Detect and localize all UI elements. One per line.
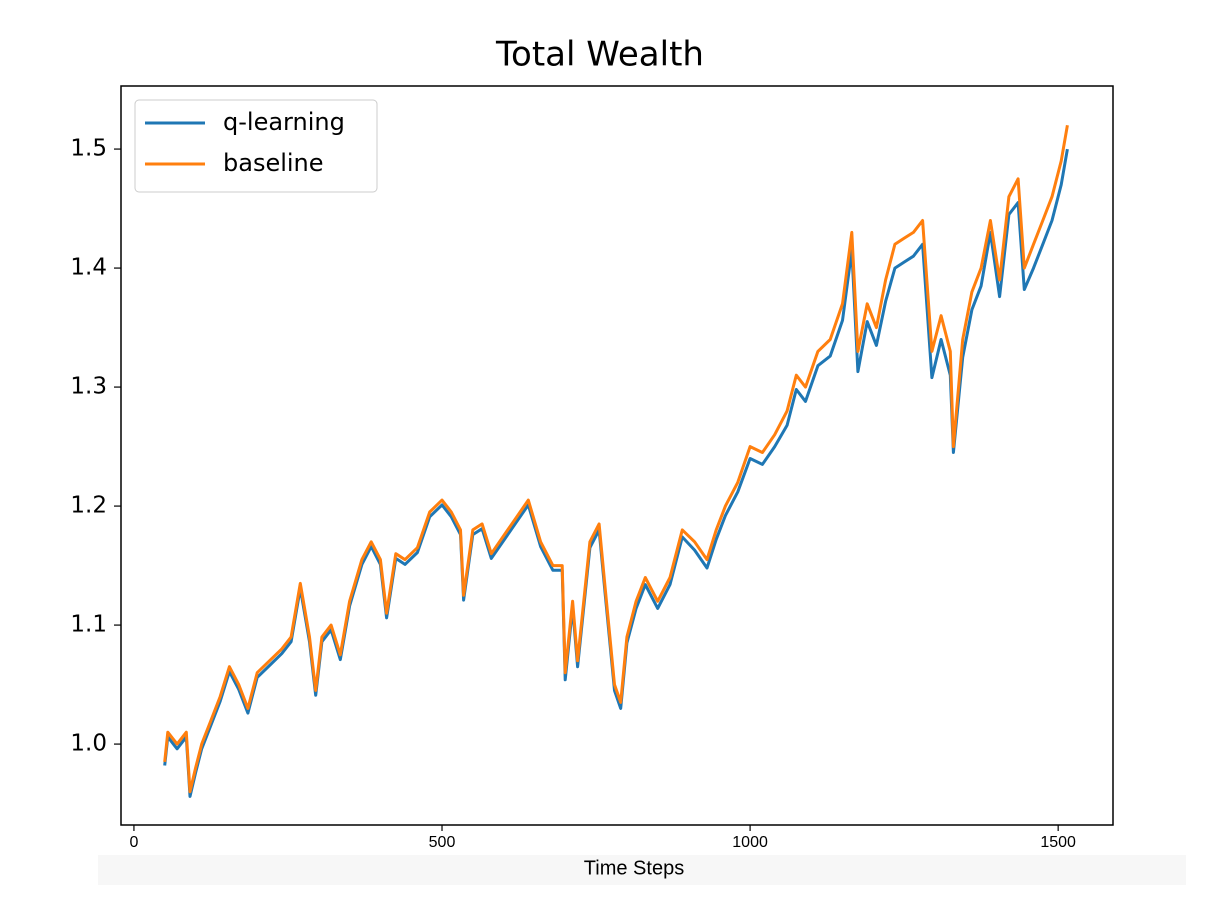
legend-label: q-learning: [223, 108, 345, 136]
x-tick-label: 500: [429, 834, 456, 851]
x-tick-label: 1500: [1040, 834, 1076, 851]
footer-band: [98, 855, 1186, 885]
y-tick-label: 1.0: [70, 731, 107, 757]
plot-frame: [120, 85, 1114, 826]
chart-title: Total Wealth: [495, 35, 704, 75]
x-tick-label: 0: [129, 834, 138, 851]
series-line: [163, 125, 1069, 794]
x-axis-label: Time Steps: [584, 857, 684, 879]
y-tick-label: 1.3: [70, 374, 107, 400]
y-tick-label: 1.2: [70, 493, 107, 519]
x-tick-label: 1000: [732, 834, 768, 851]
legend-label: baseline: [223, 149, 324, 177]
y-tick-label: 1.5: [70, 136, 107, 162]
y-tick-label: 1.4: [70, 255, 107, 281]
series-line: [163, 148, 1069, 798]
y-tick-label: 1.1: [70, 612, 107, 638]
